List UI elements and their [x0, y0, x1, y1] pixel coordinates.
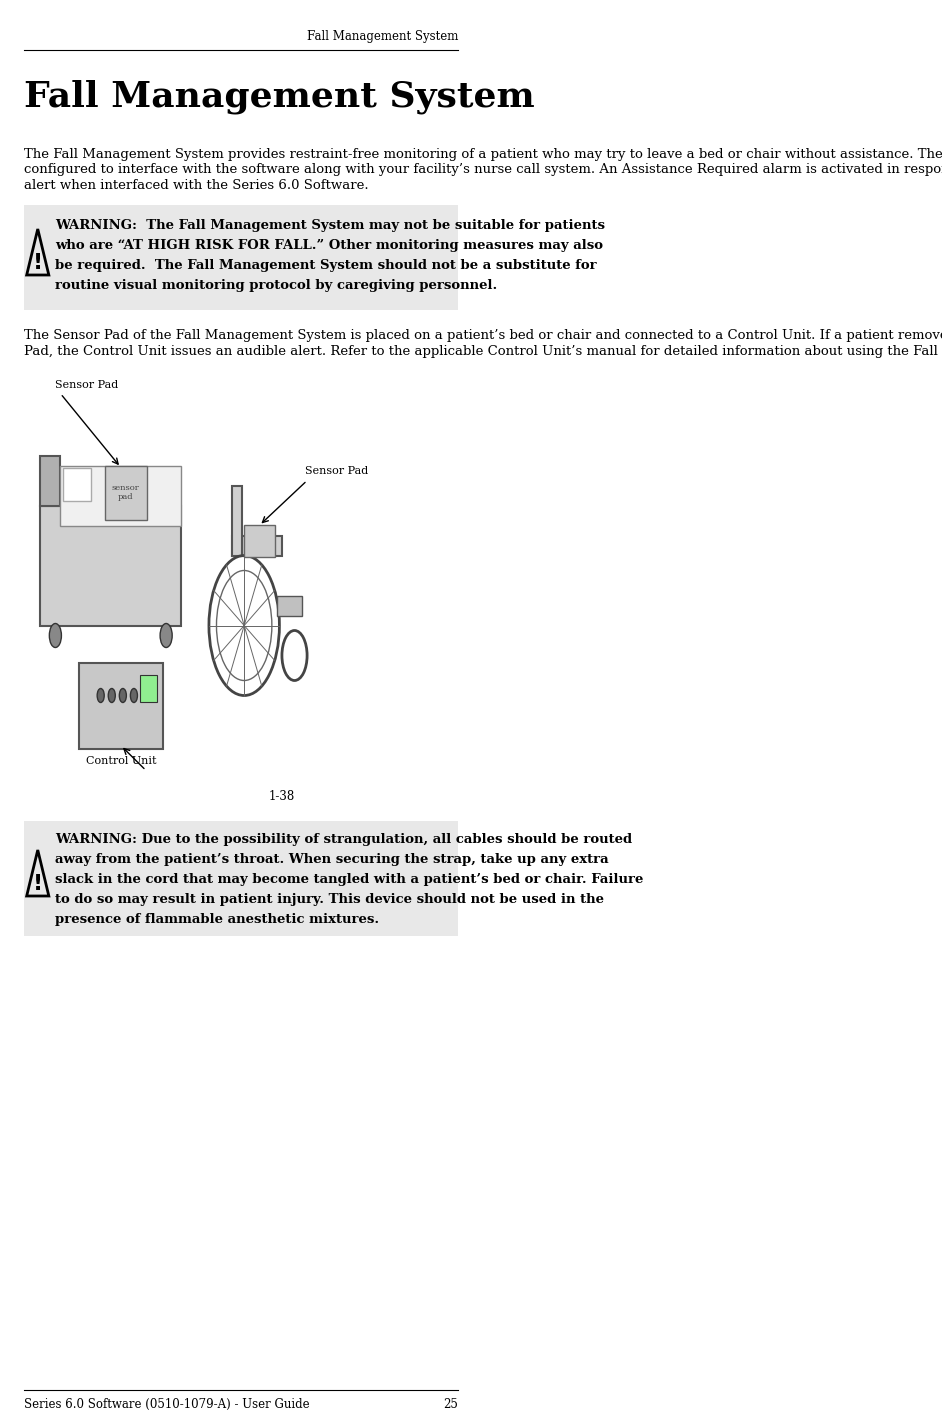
Text: presence of flammable anesthetic mixtures.: presence of flammable anesthetic mixture…	[56, 913, 380, 926]
Circle shape	[160, 623, 172, 648]
Text: The Sensor Pad of the Fall Management System is placed on a patient’s bed or cha: The Sensor Pad of the Fall Management Sy…	[24, 329, 942, 342]
Circle shape	[130, 689, 138, 703]
Text: to do so may result in patient injury. This device should not be used in the: to do so may result in patient injury. T…	[56, 893, 605, 906]
FancyBboxPatch shape	[140, 674, 156, 701]
Text: WARNING: Due to the possibility of strangulation, all cables should be routed: WARNING: Due to the possibility of stran…	[56, 832, 632, 845]
Text: Fall Management System: Fall Management System	[307, 30, 458, 43]
Polygon shape	[277, 595, 302, 615]
FancyBboxPatch shape	[79, 663, 163, 748]
Polygon shape	[63, 467, 90, 500]
Text: 1-38: 1-38	[268, 791, 295, 804]
Text: Sensor Pad: Sensor Pad	[56, 381, 119, 390]
Text: Pad, the Control Unit issues an audible alert. Refer to the applicable Control U: Pad, the Control Unit issues an audible …	[24, 345, 942, 358]
Text: Series 6.0 Software (0510-1079-A) - User Guide: Series 6.0 Software (0510-1079-A) - User…	[24, 1399, 309, 1411]
FancyBboxPatch shape	[105, 466, 147, 520]
Text: alert when interfaced with the Series 6.0 Software.: alert when interfaced with the Series 6.…	[24, 179, 368, 192]
Circle shape	[108, 689, 115, 703]
Text: Control Unit: Control Unit	[86, 755, 156, 765]
Text: 25: 25	[444, 1399, 458, 1411]
FancyBboxPatch shape	[24, 204, 458, 310]
Text: WARNING:  The Fall Management System may not be suitable for patients: WARNING: The Fall Management System may …	[56, 220, 606, 233]
Circle shape	[97, 689, 105, 703]
Polygon shape	[232, 535, 282, 555]
Polygon shape	[41, 506, 181, 625]
Text: away from the patient’s throat. When securing the strap, take up any extra: away from the patient’s throat. When sec…	[56, 852, 609, 866]
FancyBboxPatch shape	[244, 524, 275, 557]
Text: sensor
pad: sensor pad	[112, 484, 139, 501]
Text: Fall Management System: Fall Management System	[24, 80, 534, 115]
Text: slack in the cord that may become tangled with a patient’s bed or chair. Failure: slack in the cord that may become tangle…	[56, 872, 643, 886]
FancyBboxPatch shape	[24, 821, 458, 936]
Text: !: !	[33, 253, 42, 273]
Polygon shape	[232, 486, 242, 555]
Text: be required.  The Fall Management System should not be a substitute for: be required. The Fall Management System …	[56, 260, 597, 273]
Polygon shape	[41, 456, 60, 506]
Circle shape	[120, 689, 126, 703]
Text: configured to interface with the software along with your facility’s nurse call : configured to interface with the softwar…	[24, 163, 942, 176]
Text: who are “AT HIGH RISK FOR FALL.” Other monitoring measures may also: who are “AT HIGH RISK FOR FALL.” Other m…	[56, 240, 604, 253]
Text: !: !	[33, 873, 42, 895]
Text: routine visual monitoring protocol by caregiving personnel.: routine visual monitoring protocol by ca…	[56, 280, 497, 293]
Circle shape	[49, 623, 61, 648]
Text: Sensor Pad: Sensor Pad	[304, 466, 367, 476]
Polygon shape	[60, 466, 181, 525]
Text: The Fall Management System provides restraint-free monitoring of a patient who m: The Fall Management System provides rest…	[24, 148, 942, 160]
